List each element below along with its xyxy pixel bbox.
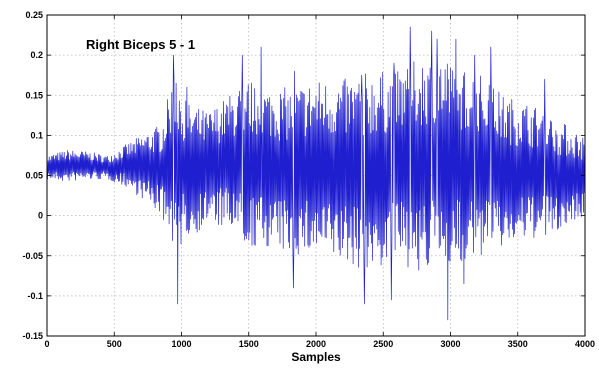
series-line-emg-signal	[46, 26, 586, 321]
x-tick-label: 3000	[440, 339, 460, 349]
x-tick-label: 500	[107, 339, 122, 349]
y-tick-label: -0.1	[27, 291, 43, 301]
x-tick-label: 2000	[306, 339, 326, 349]
y-tick-label: 0	[38, 211, 43, 221]
x-tick-label: 0	[44, 339, 49, 349]
x-tick-label: 4000	[575, 339, 595, 349]
x-tick-label: 2500	[373, 339, 393, 349]
y-tick-label: -0.05	[22, 251, 43, 261]
x-tick-label: 1000	[171, 339, 191, 349]
axis-ticks: 0 500 1000 1500 2000 2500 3000 3500 4000 -0.15 -0.…	[22, 10, 595, 349]
y-tick-label: 0.25	[25, 10, 43, 20]
chart-annotation: Right Biceps 5 - 1	[86, 37, 195, 52]
x-tick-label: 1500	[239, 339, 259, 349]
y-tick-label: 0.2	[30, 50, 43, 60]
y-tick-label: 0.15	[25, 90, 43, 100]
x-tick-label: 3500	[508, 339, 528, 349]
x-axis-title: Samples	[291, 350, 341, 364]
y-tick-label: -0.15	[22, 331, 43, 341]
y-tick-label: 0.1	[30, 130, 43, 140]
y-tick-label: 0.05	[25, 171, 43, 181]
